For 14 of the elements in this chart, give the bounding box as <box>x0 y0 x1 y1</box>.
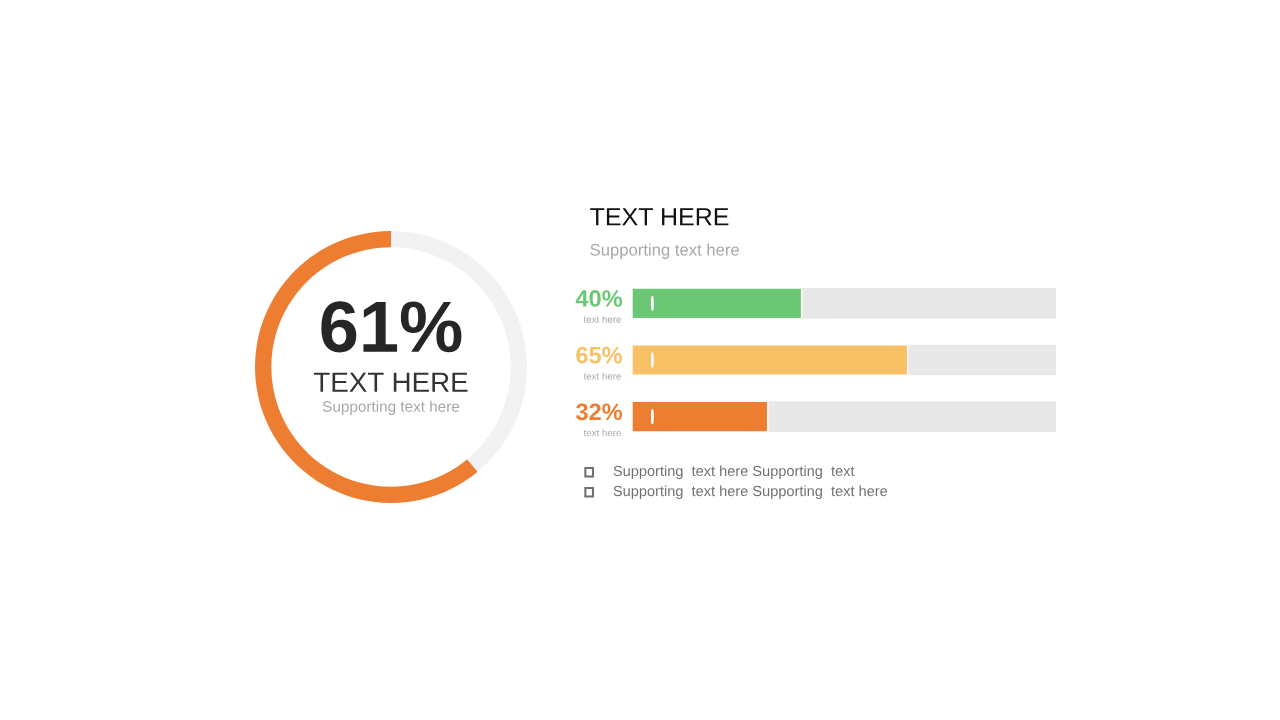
data-label: 32% <box>575 403 623 421</box>
donut-slice <box>255 231 478 503</box>
data-label: 65% <box>576 346 623 364</box>
data-label: 61% <box>321 301 462 353</box>
chart-title: TEXT HERE <box>590 208 729 226</box>
category-label: text here <box>583 315 621 323</box>
data-label: 40% <box>575 290 623 307</box>
category-label: text here <box>583 429 621 437</box>
chart-subtitle: Supporting text here <box>590 243 739 259</box>
text: Supporting text here Supporting text <box>613 465 855 479</box>
text: Supporting text here <box>322 400 460 415</box>
text: Supporting text here Supporting text here <box>613 485 888 500</box>
text: TEXT HERE <box>313 372 468 392</box>
category-label: text here <box>583 372 621 380</box>
